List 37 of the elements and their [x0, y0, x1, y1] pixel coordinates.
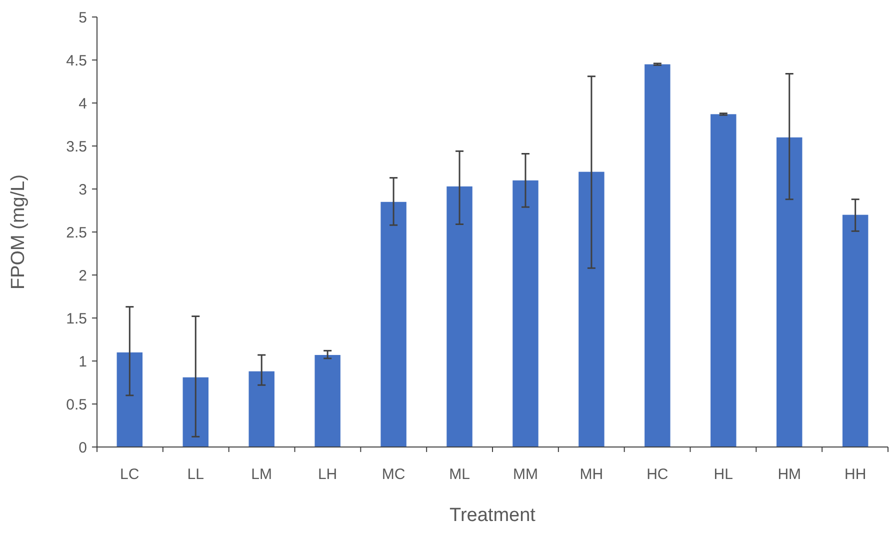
x-tick-label: MH — [580, 466, 604, 483]
y-tick-label: 3 — [78, 181, 87, 198]
y-tick-label: 4.5 — [66, 52, 87, 70]
x-tick-label: LL — [187, 466, 204, 483]
bar — [380, 202, 406, 447]
y-axis-title: FPOM (mg/L) — [8, 174, 29, 290]
x-axis-title: Treatment — [450, 505, 536, 526]
bar — [182, 377, 208, 447]
y-tick-label: 1 — [78, 353, 87, 370]
x-tick-label: MM — [512, 466, 538, 483]
x-tick-label: LC — [120, 466, 140, 483]
x-tick-label: HC — [646, 466, 668, 483]
x-tick-label: LM — [251, 466, 272, 483]
y-tick-label: 2 — [78, 267, 87, 284]
bar — [644, 64, 670, 447]
bar — [314, 354, 340, 447]
y-tick-label: 4 — [78, 95, 87, 112]
y-tick-label: 3.5 — [66, 138, 87, 156]
x-tick-label: HL — [714, 466, 733, 483]
y-tick-label: 1.5 — [66, 310, 87, 328]
x-tick-label: HH — [844, 466, 866, 483]
bar — [776, 137, 802, 447]
y-tick-label: 2.5 — [66, 224, 87, 242]
bar — [248, 371, 274, 447]
bar — [578, 172, 604, 447]
bar — [842, 214, 868, 447]
y-tick-label: 5 — [78, 9, 87, 26]
x-tick-label: MC — [382, 466, 406, 483]
bar — [446, 186, 472, 447]
bar — [710, 114, 736, 447]
bar — [512, 180, 538, 447]
x-tick-label: HM — [778, 466, 802, 483]
y-tick-label: 0 — [78, 439, 87, 456]
bar — [116, 352, 143, 447]
x-tick-label: ML — [449, 466, 470, 483]
y-tick-label: 0.5 — [66, 396, 87, 414]
x-tick-label: LH — [318, 466, 338, 483]
